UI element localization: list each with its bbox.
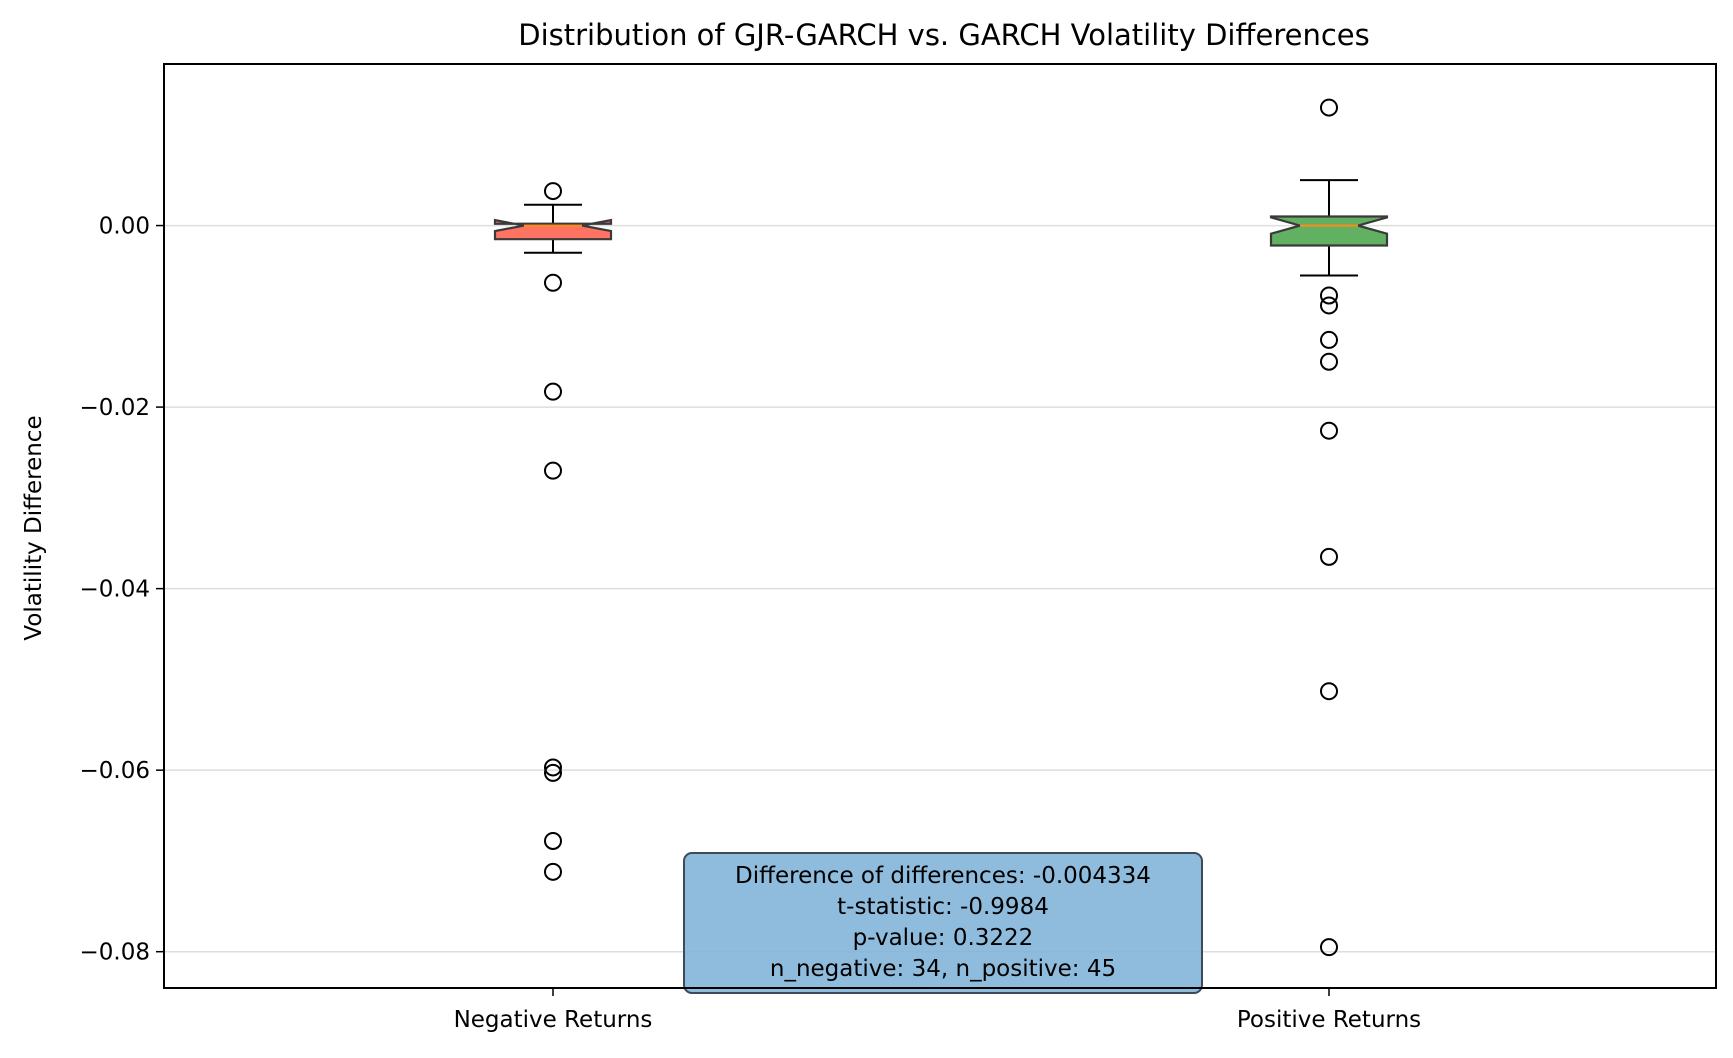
y-tick-label: −0.02 [80,395,150,421]
annotation-line: n_negative: 34, n_positive: 45 [770,956,1116,982]
annotation-line: p-value: 0.3222 [853,925,1034,951]
annotation-box [683,852,1203,994]
y-tick-label: −0.06 [80,758,150,784]
outlier-point [544,831,562,850]
outlier-point [544,382,562,401]
outlier-point [1320,98,1338,117]
box-negative-returns [493,182,613,881]
outlier-point [1320,421,1338,440]
outlier-point [544,273,562,292]
outlier-point [1320,682,1338,701]
y-tick-label: −0.04 [80,577,150,603]
annotation-line: t-statistic: -0.9984 [837,894,1049,920]
grid-lines [164,224,1716,953]
outlier-point [544,862,562,881]
plot-area [493,98,1389,957]
x-tick-label: Positive Returns [1237,1007,1421,1033]
box-body [1269,215,1389,247]
annotation-line: Difference of differences: -0.004334 [735,863,1151,889]
y-tick-label: 0.00 [99,214,150,240]
axes: 0.00 −0.02 −0.04 −0.06 −0.08 Negative Returns… [80,63,1717,1033]
outlier-point [544,461,562,480]
box-body [493,218,613,241]
y-axis-title: Volatility Difference [21,415,47,640]
outlier-point [544,763,562,782]
outlier-point [1320,547,1338,566]
outlier-point [1320,938,1338,957]
outlier-point [1320,330,1338,349]
plot-frame [163,63,1717,989]
outlier-point [1320,286,1338,305]
outlier-point [544,758,562,777]
outlier-point [1320,296,1338,315]
x-tick-label: Negative Returns [454,1007,653,1033]
stats-annotation: Difference of differences: -0.004334 t-st… [683,852,1203,994]
chart-title: Distribution of GJR-GARCH vs. GARCH Vola… [518,18,1369,52]
outlier-point [544,182,562,201]
y-tick-label: −0.08 [80,940,150,966]
outlier-point [1320,352,1338,371]
box-positive-returns [1269,98,1389,957]
